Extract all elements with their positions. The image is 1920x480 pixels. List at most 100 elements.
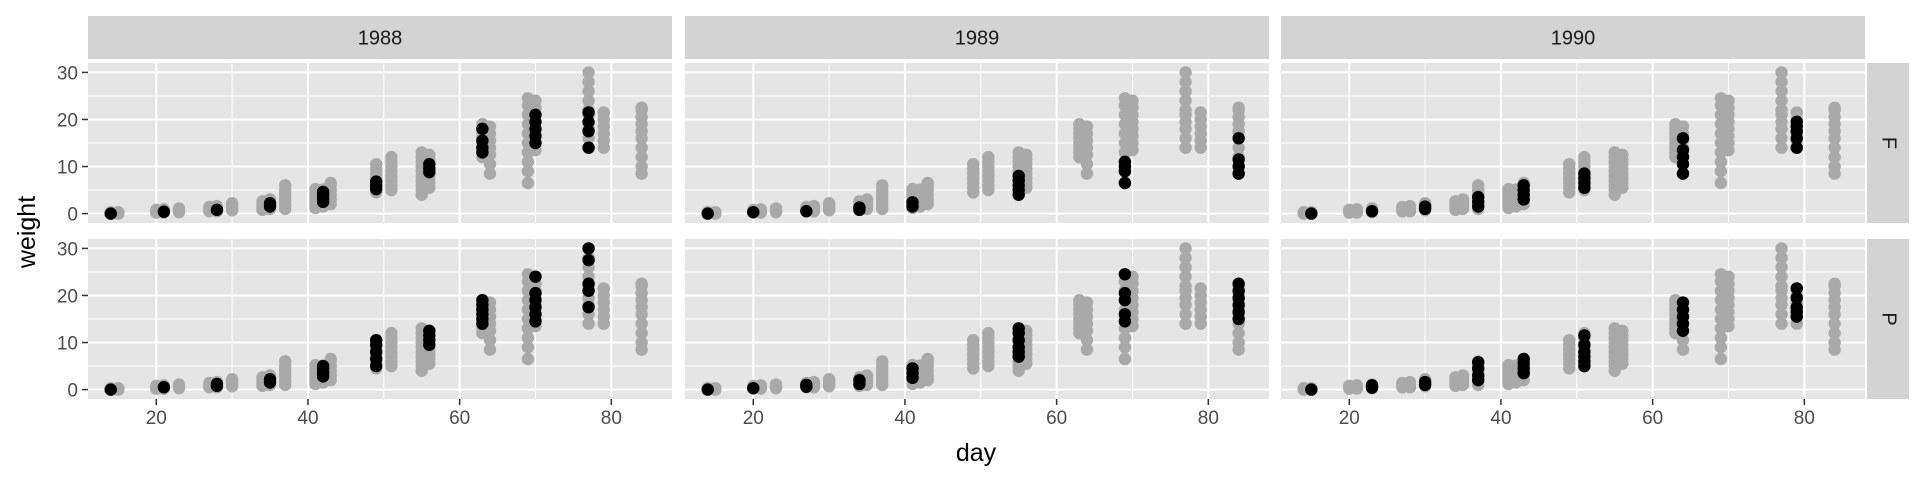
x-axis-label: day	[956, 439, 997, 467]
data-point-highlight	[1471, 190, 1485, 204]
y-tick-label: 10	[57, 158, 78, 179]
data-point-highlight	[1305, 383, 1318, 396]
panel-1990-P: 20 40 60 80	[1281, 239, 1865, 429]
data-point-highlight	[800, 205, 813, 218]
x-tick-label: 20	[743, 408, 764, 429]
data-point-highlight	[370, 175, 383, 188]
data-point-highlight	[1676, 132, 1690, 145]
data-point-background	[1118, 331, 1132, 345]
data-point-background	[597, 282, 610, 295]
data-point-background	[635, 317, 648, 330]
data-point-background	[1828, 336, 1841, 349]
panel-1990-F	[1281, 63, 1865, 223]
x-tick-label: 60	[449, 408, 470, 429]
data-point-background	[921, 176, 934, 190]
data-point-highlight	[529, 286, 542, 300]
data-point-background	[1775, 141, 1788, 154]
data-point-background	[1714, 352, 1728, 366]
data-point-background	[1179, 132, 1192, 145]
data-point-background	[1828, 326, 1841, 340]
data-point-background	[1232, 336, 1245, 349]
data-point-background	[1828, 317, 1841, 330]
strip-label: F	[1878, 137, 1900, 149]
data-point-background	[860, 193, 874, 206]
data-point-highlight	[701, 383, 714, 396]
data-point-highlight	[1418, 200, 1432, 213]
data-point-highlight	[906, 196, 919, 209]
data-point-background	[1179, 75, 1192, 89]
data-point-background	[225, 197, 239, 210]
data-point-background	[324, 176, 337, 190]
data-point-background	[1179, 94, 1192, 107]
data-point-background	[1080, 157, 1094, 171]
data-point-highlight	[157, 381, 171, 394]
y-tick-label: 30	[57, 63, 78, 84]
data-point-background	[1616, 148, 1629, 161]
data-point-background	[1403, 375, 1417, 389]
data-point-highlight	[529, 270, 542, 283]
data-point-background	[769, 202, 783, 215]
data-point-background	[423, 148, 436, 161]
data-point-background	[1775, 251, 1788, 265]
data-point-highlight	[1517, 352, 1530, 366]
data-point-highlight	[210, 203, 224, 217]
data-point-background	[1020, 148, 1033, 161]
data-point-background	[875, 179, 889, 192]
strip-label: 1988	[358, 28, 403, 50]
strip-row-P: P	[1867, 239, 1909, 399]
data-point-highlight	[263, 197, 277, 210]
data-point-background	[1232, 101, 1245, 114]
data-point-highlight	[1118, 268, 1132, 281]
data-point-highlight	[582, 301, 595, 314]
data-point-highlight	[582, 125, 595, 138]
data-point-background	[483, 333, 497, 347]
data-point-highlight	[1676, 296, 1690, 309]
data-point-background	[1828, 150, 1841, 164]
data-point-background	[529, 94, 542, 107]
data-point-highlight	[582, 277, 595, 290]
data-point-background	[1578, 150, 1591, 164]
data-point-background	[921, 352, 934, 366]
data-point-background	[1080, 167, 1094, 180]
data-point-background	[967, 157, 980, 171]
data-point-background	[370, 157, 383, 171]
x-tick-label: 40	[297, 408, 318, 429]
data-point-highlight	[476, 122, 489, 136]
data-point-background	[1126, 94, 1139, 107]
y-tick-label: 0	[67, 381, 78, 402]
x-tick-label: 80	[1794, 408, 1815, 429]
data-point-background	[225, 373, 239, 386]
data-point-highlight	[263, 373, 277, 386]
data-point-background	[1179, 85, 1192, 98]
data-point-highlight	[853, 373, 866, 387]
data-point-highlight	[1012, 322, 1025, 335]
data-point-background	[1828, 101, 1841, 114]
data-point-background	[1118, 341, 1132, 354]
panel-1989-F	[685, 63, 1269, 223]
data-point-highlight	[476, 134, 489, 147]
data-point-background	[1676, 333, 1690, 347]
data-point-background	[635, 336, 648, 349]
data-point-background	[635, 150, 648, 164]
data-point-highlight	[800, 378, 813, 392]
data-point-background	[1080, 296, 1094, 309]
data-point-highlight	[529, 108, 542, 121]
data-point-background	[483, 167, 497, 180]
data-point-highlight	[747, 381, 760, 395]
data-point-highlight	[1305, 207, 1318, 220]
data-point-highlight	[1790, 291, 1803, 305]
data-point-background	[385, 326, 398, 340]
data-point-background	[1118, 352, 1132, 366]
data-point-highlight	[1578, 338, 1591, 352]
x-tick-label: 60	[1642, 408, 1663, 429]
data-point-highlight	[853, 201, 866, 214]
strip-column-1988: 1988	[88, 16, 672, 59]
data-point-background	[521, 165, 535, 178]
data-point-highlight	[747, 205, 760, 219]
y-axis-label: weight	[13, 196, 41, 269]
data-point-background	[1179, 308, 1192, 321]
data-point-highlight	[1365, 379, 1379, 392]
data-point-background	[1179, 279, 1192, 293]
data-point-background	[1232, 141, 1245, 154]
